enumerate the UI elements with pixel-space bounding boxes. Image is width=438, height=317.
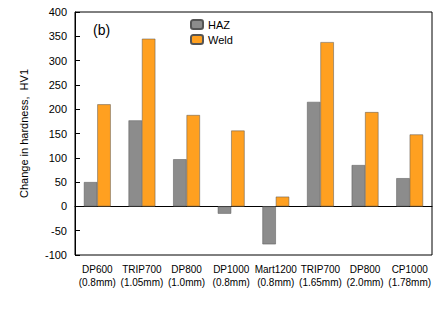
svg-text:400: 400 [49,6,67,18]
svg-text:HAZ: HAZ [208,19,230,31]
svg-text:(1.65mm): (1.65mm) [299,277,342,288]
svg-text:350: 350 [49,30,67,42]
svg-text:(1.05mm): (1.05mm) [121,277,164,288]
svg-text:TRIP700: TRIP700 [301,264,341,275]
svg-text:(1.78mm): (1.78mm) [388,277,431,288]
svg-text:(1.0mm): (1.0mm) [168,277,205,288]
svg-text:Weld: Weld [208,34,233,46]
svg-text:0: 0 [61,200,67,212]
svg-text:DP800: DP800 [171,264,202,275]
svg-text:(b): (b) [93,22,110,38]
svg-text:-100: -100 [45,249,67,261]
svg-text:(2.0mm): (2.0mm) [346,277,383,288]
svg-text:(0.8mm): (0.8mm) [79,277,116,288]
svg-text:-50: -50 [51,225,67,237]
svg-text:Mart1200: Mart1200 [255,264,298,275]
svg-text:DP800: DP800 [350,264,381,275]
svg-text:50: 50 [55,176,67,188]
svg-text:DP1000: DP1000 [213,264,250,275]
svg-text:(0.8mm): (0.8mm) [257,277,294,288]
svg-text:DP600: DP600 [82,264,113,275]
svg-text:150: 150 [49,128,67,140]
svg-text:(0.8mm): (0.8mm) [213,277,250,288]
svg-text:300: 300 [49,55,67,67]
svg-text:200: 200 [49,103,67,115]
svg-text:250: 250 [49,79,67,91]
svg-text:CP1000: CP1000 [392,264,429,275]
svg-text:100: 100 [49,152,67,164]
svg-text:TRIP700: TRIP700 [122,264,162,275]
svg-text:Change in hardness, HV1: Change in hardness, HV1 [18,69,30,198]
